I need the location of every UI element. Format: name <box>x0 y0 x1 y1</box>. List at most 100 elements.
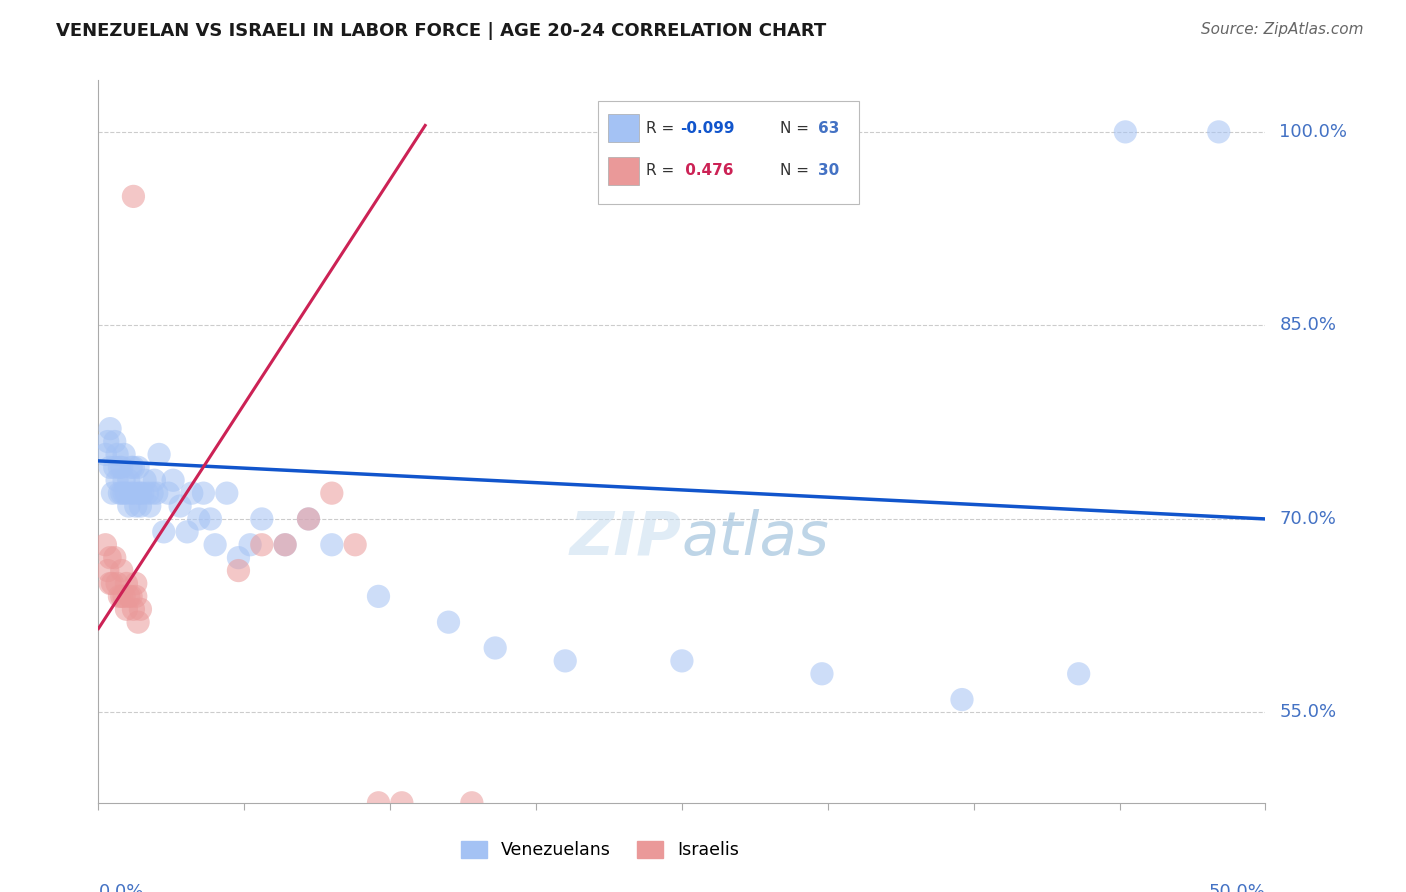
Point <box>129 602 152 616</box>
Point <box>200 512 222 526</box>
Point <box>98 550 121 565</box>
Point <box>134 473 156 487</box>
FancyBboxPatch shape <box>607 157 638 185</box>
Point <box>141 486 163 500</box>
Point <box>228 564 250 578</box>
Legend: Venezuelans, Israelis: Venezuelans, Israelis <box>454 834 747 866</box>
FancyBboxPatch shape <box>607 114 638 143</box>
Point <box>239 538 262 552</box>
Point <box>344 538 367 552</box>
Text: 100.0%: 100.0% <box>1279 123 1347 141</box>
Point <box>671 654 693 668</box>
Point <box>176 524 198 539</box>
Text: R =: R = <box>647 163 679 178</box>
Point <box>127 486 149 500</box>
Point <box>111 460 134 475</box>
Text: 30: 30 <box>818 163 839 178</box>
Point <box>274 538 297 552</box>
Text: 0.0%: 0.0% <box>98 883 143 892</box>
Point <box>554 654 576 668</box>
Point <box>367 796 389 810</box>
Point <box>108 590 131 604</box>
Point <box>129 499 152 513</box>
Point <box>204 538 226 552</box>
Point <box>122 602 145 616</box>
Point <box>125 499 148 513</box>
Point <box>118 590 141 604</box>
Text: VENEZUELAN VS ISRAELI IN LABOR FORCE | AGE 20-24 CORRELATION CHART: VENEZUELAN VS ISRAELI IN LABOR FORCE | A… <box>56 22 827 40</box>
Text: R =: R = <box>647 120 679 136</box>
Point <box>461 796 484 810</box>
Point <box>321 538 343 552</box>
FancyBboxPatch shape <box>598 101 859 204</box>
Point <box>215 486 238 500</box>
Point <box>115 486 138 500</box>
Point <box>297 512 319 526</box>
Text: N =: N = <box>780 163 814 178</box>
Text: N =: N = <box>780 120 814 136</box>
Point <box>104 434 127 449</box>
Point <box>105 447 128 461</box>
Point <box>1208 125 1230 139</box>
Point <box>105 576 128 591</box>
Point <box>111 564 134 578</box>
Point <box>125 590 148 604</box>
Point <box>811 666 834 681</box>
Point <box>391 796 413 810</box>
Point <box>98 460 121 475</box>
Point <box>437 615 460 630</box>
Point <box>104 460 127 475</box>
Point <box>297 512 319 526</box>
Point <box>111 486 134 500</box>
Point <box>139 499 162 513</box>
Point <box>228 550 250 565</box>
Point <box>98 422 121 436</box>
Point <box>94 447 117 461</box>
Point <box>274 538 297 552</box>
Point <box>157 486 180 500</box>
Point <box>187 512 209 526</box>
Point <box>108 486 131 500</box>
Point <box>152 524 174 539</box>
Point <box>1114 125 1136 139</box>
Point <box>104 550 127 565</box>
Point <box>367 590 389 604</box>
Point <box>120 486 142 500</box>
Point <box>162 473 184 487</box>
Point <box>118 473 141 487</box>
Point <box>115 576 138 591</box>
Point <box>950 692 973 706</box>
Point <box>112 486 135 500</box>
Point <box>118 499 141 513</box>
Point <box>193 486 215 500</box>
Point <box>127 615 149 630</box>
Point <box>94 538 117 552</box>
Text: 55.0%: 55.0% <box>1279 704 1337 722</box>
Point <box>1067 666 1090 681</box>
Point <box>101 576 124 591</box>
Text: 0.476: 0.476 <box>681 163 734 178</box>
Point <box>112 590 135 604</box>
Text: atlas: atlas <box>682 508 830 568</box>
Point <box>101 486 124 500</box>
Point <box>169 499 191 513</box>
Point <box>112 473 135 487</box>
Point <box>143 473 166 487</box>
Point <box>148 447 170 461</box>
Point <box>122 486 145 500</box>
Text: Source: ZipAtlas.com: Source: ZipAtlas.com <box>1201 22 1364 37</box>
Point <box>97 564 120 578</box>
Text: 63: 63 <box>818 120 839 136</box>
Text: -0.099: -0.099 <box>681 120 734 136</box>
Text: 85.0%: 85.0% <box>1279 317 1337 334</box>
Point <box>122 460 145 475</box>
Point <box>132 486 155 500</box>
Point <box>321 486 343 500</box>
Point <box>180 486 202 500</box>
Text: 50.0%: 50.0% <box>1209 883 1265 892</box>
Point <box>112 447 135 461</box>
Point <box>146 486 169 500</box>
Point <box>122 189 145 203</box>
Point <box>250 512 273 526</box>
Point <box>105 473 128 487</box>
